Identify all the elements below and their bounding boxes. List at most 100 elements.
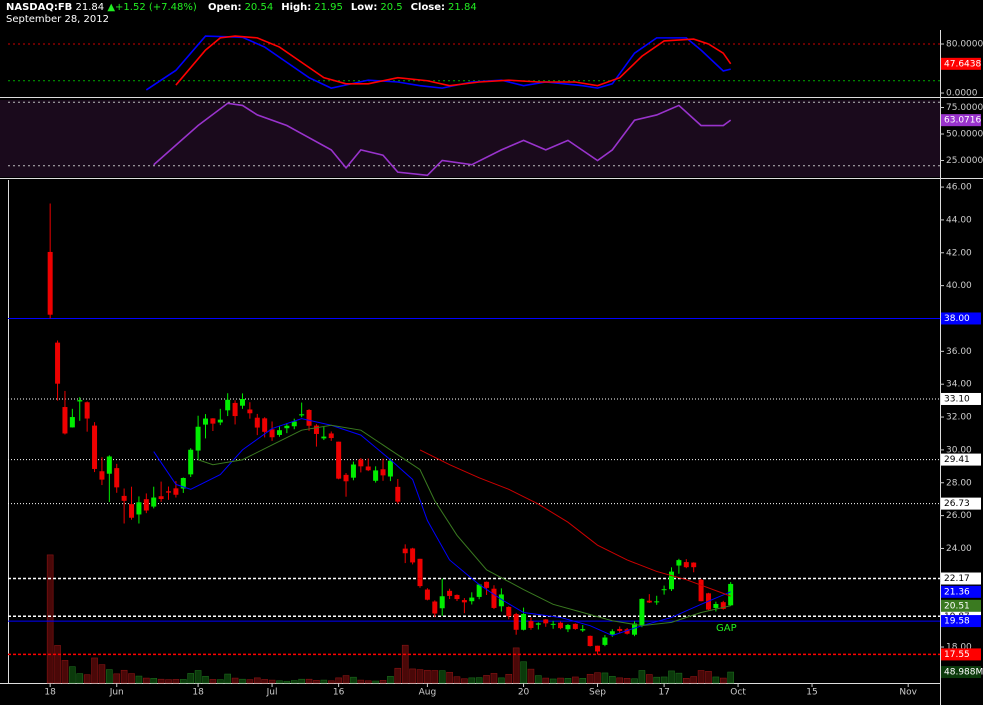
ohlc-fields: Open: 20.54 High: 21.95 Low: 20.5 Close: 21.84 [200, 2, 477, 13]
x-tick-label: 16 [333, 688, 345, 698]
volume-bar [305, 678, 313, 684]
volume-bar [646, 674, 653, 684]
candle-body [210, 418, 216, 424]
candle-body [262, 418, 268, 432]
x-tick-label: Aug [419, 688, 437, 698]
field-value: 21.95 [314, 2, 343, 13]
volume-bar [394, 667, 402, 684]
quote-line: NASDAQ:FB 21.84 ▲+1.52 (+7.48%) Open: 20.… [6, 2, 477, 14]
symbol: NASDAQ:FB [6, 2, 73, 13]
value-badge-label: 38.00 [944, 314, 970, 324]
volume-bar [719, 677, 727, 684]
value-badge-label: 22.17 [944, 574, 970, 584]
volume-bar [586, 673, 594, 684]
volume-bar [461, 678, 468, 684]
volume-bar [165, 679, 172, 684]
value-badge [941, 572, 981, 585]
volume-bar [135, 675, 143, 684]
x-tick-label: Sep [589, 688, 606, 698]
volume-bar [572, 676, 579, 684]
candle-body [306, 409, 312, 426]
candle-body [587, 635, 593, 647]
candle-body [550, 623, 556, 625]
candle-body [239, 398, 245, 406]
volume-bar [705, 671, 712, 684]
volume-bar [505, 673, 513, 684]
series-line [175, 35, 732, 87]
candle-body [720, 602, 726, 609]
candle-body [410, 548, 416, 563]
volume-bar [616, 677, 624, 684]
candle-body [661, 589, 667, 591]
volume-bar [224, 673, 231, 684]
field-value: 20.5 [380, 2, 403, 13]
candle-body [565, 625, 571, 630]
volume-bar [342, 675, 350, 684]
y-tick-label: 30.00 [946, 445, 972, 455]
candle-body [469, 597, 475, 602]
candle-body [84, 402, 90, 419]
candle-body [254, 417, 260, 428]
candle-body [336, 441, 342, 479]
candle-body [461, 600, 467, 603]
candle-body [313, 425, 319, 434]
value-badge-label: 17.55 [944, 650, 970, 660]
value-badge-label: 29.41 [944, 455, 970, 465]
volume-bar [498, 677, 505, 684]
volume-bar [313, 680, 320, 684]
candle-body [276, 430, 282, 435]
field-label: High: [281, 2, 312, 13]
volume-bar [194, 670, 202, 684]
candle-body [195, 426, 201, 451]
volume-bar [549, 678, 557, 684]
volume-bar [660, 676, 668, 684]
candle-body [617, 628, 623, 631]
value-badge [941, 615, 981, 628]
candle-body [55, 342, 61, 384]
header: NASDAQ:FB 21.84 ▲+1.52 (+7.48%) Open: 20.… [6, 2, 477, 26]
candle-body [654, 601, 660, 603]
candle-body [284, 425, 290, 429]
volume-bar [690, 676, 697, 684]
up-arrow: ▲ [107, 2, 116, 13]
candle-body [166, 491, 172, 493]
candle-body [602, 637, 608, 645]
candle-body [158, 496, 164, 500]
candle-body [269, 429, 275, 438]
field-label: Low: [350, 2, 378, 13]
candle-body [173, 488, 179, 495]
y-tick-label: 46.00 [946, 183, 972, 193]
y-tick-label: 36.00 [946, 347, 972, 357]
value-badge-label: 21.36 [944, 587, 970, 597]
volume-bar [120, 669, 128, 684]
candle-body [424, 589, 430, 600]
candle-body [121, 495, 127, 501]
value-badge [941, 648, 981, 661]
date: September 28, 2012 [6, 14, 109, 25]
volume-bar [697, 670, 705, 684]
candle-body [47, 251, 53, 315]
value-badge [941, 497, 981, 510]
candle-body [683, 562, 689, 568]
candle-body [484, 581, 490, 588]
volume-bar [246, 679, 254, 684]
candle-body [328, 433, 334, 439]
field-value: 21.84 [448, 2, 477, 13]
volume-bar [431, 670, 439, 684]
candle-body [99, 471, 105, 480]
series-line [197, 424, 731, 627]
volume-bar [69, 666, 76, 684]
candle-body [358, 459, 364, 467]
candle-body [417, 558, 423, 587]
volume-bar [239, 678, 246, 684]
candle-body [143, 499, 149, 511]
candle-body [506, 606, 512, 617]
volume-bar [106, 669, 113, 684]
candle-body [668, 571, 674, 590]
series-line [419, 449, 731, 597]
value-badge [941, 57, 981, 70]
candle-body [558, 622, 564, 629]
candle-body [217, 419, 223, 423]
volume-bar [542, 677, 550, 684]
candle-body [609, 631, 615, 635]
